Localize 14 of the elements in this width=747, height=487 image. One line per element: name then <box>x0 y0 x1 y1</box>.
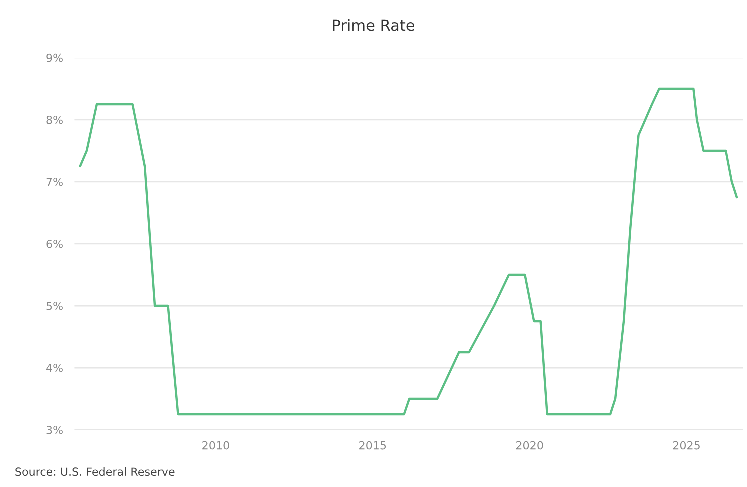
line-series <box>79 88 738 416</box>
x-tick-label: 2025 <box>673 441 700 450</box>
y-tick-label: 4% <box>46 364 63 372</box>
y-tick-label: 6% <box>46 240 63 248</box>
x-tick-label: 2010 <box>202 441 230 450</box>
chart-title: Prime Rate <box>333 19 415 32</box>
y-tick-label: 3% <box>46 426 63 434</box>
y-tick-label: 8% <box>46 116 63 124</box>
x-tick-label: 2015 <box>360 441 386 450</box>
y-tick-label: 9% <box>46 54 63 62</box>
source-note: Source: U.S. Federal Reserve <box>16 467 175 476</box>
y-tick-label: 5% <box>46 302 63 310</box>
y-tick-label: 7% <box>46 178 63 186</box>
x-tick-label: 2020 <box>516 441 544 450</box>
